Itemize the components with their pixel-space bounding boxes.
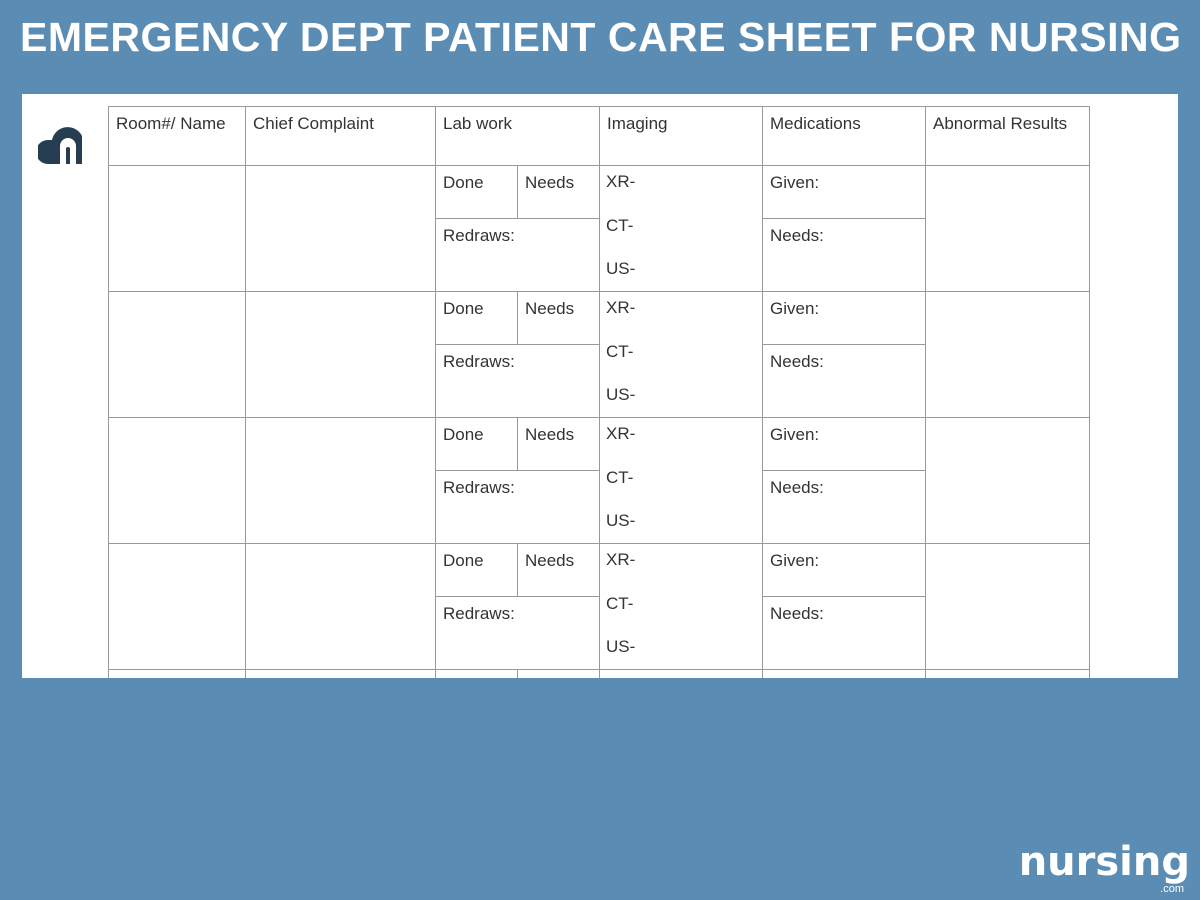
room-name-cell[interactable] — [108, 669, 246, 678]
imaging-xr-label: XR- — [606, 676, 635, 678]
lab-redraws-cell: Redraws: — [435, 470, 600, 544]
meds-given-cell: Given: — [762, 165, 926, 219]
room-name-cell[interactable] — [108, 417, 246, 544]
nursing-com-logo: nursing .com — [1019, 841, 1190, 896]
lab-redraws-cell: Redraws: — [435, 218, 600, 292]
lab-needs-cell: Needs — [517, 291, 600, 345]
meds-given-cell: Given: — [762, 543, 926, 597]
lab-needs-cell: Needs — [517, 543, 600, 597]
meds-needs-cell: Needs: — [762, 596, 926, 670]
imaging-ct-label: CT- — [606, 468, 634, 487]
imaging-xr-label: XR- — [606, 424, 636, 443]
abnormal-results-cell[interactable] — [925, 417, 1090, 544]
lab-done-cell: Done — [435, 669, 518, 678]
meds-given-cell: Given: — [762, 291, 926, 345]
nursing-logo-icon — [38, 127, 82, 164]
lab-done-cell: Done — [435, 291, 518, 345]
lab-needs-cell: Needs — [517, 669, 600, 678]
imaging-xr-label: XR- — [606, 172, 636, 191]
meds-needs-cell: Needs: — [762, 344, 926, 418]
abnormal-results-cell[interactable] — [925, 669, 1090, 678]
abnormal-results-cell[interactable] — [925, 543, 1090, 670]
imaging-ct-label: CT- — [606, 594, 634, 613]
page-title: EMERGENCY DEPT PATIENT CARE SHEET FOR NU… — [20, 14, 1182, 60]
room-name-cell[interactable] — [108, 543, 246, 670]
header-abnormal-results: Abnormal Results — [925, 106, 1090, 166]
imaging-ct-label: CT- — [606, 342, 634, 361]
lab-redraws-cell: Redraws: — [435, 596, 600, 670]
imaging-ct-label: CT- — [606, 216, 634, 235]
header-medications: Medications — [762, 106, 926, 166]
imaging-us-label: US- — [606, 385, 636, 404]
room-name-cell[interactable] — [108, 165, 246, 292]
imaging-us-label: US- — [606, 511, 636, 530]
header-lab-work: Lab work — [435, 106, 600, 166]
abnormal-results-cell[interactable] — [925, 165, 1090, 292]
lab-done-cell: Done — [435, 543, 518, 597]
lab-done-cell: Done — [435, 417, 518, 471]
imaging-us-label: US- — [606, 259, 636, 278]
meds-given-cell: Given: — [762, 417, 926, 471]
chief-complaint-cell[interactable] — [245, 165, 436, 292]
room-name-cell[interactable] — [108, 291, 246, 418]
meds-needs-cell: Needs: — [762, 218, 926, 292]
abnormal-results-cell[interactable] — [925, 291, 1090, 418]
chief-complaint-cell[interactable] — [245, 669, 436, 678]
imaging-us-label: US- — [606, 637, 636, 656]
chief-complaint-cell[interactable] — [245, 543, 436, 670]
header-chief-complaint: Chief Complaint — [245, 106, 436, 166]
lab-needs-cell: Needs — [517, 165, 600, 219]
chief-complaint-cell[interactable] — [245, 291, 436, 418]
header-imaging: Imaging — [599, 106, 763, 166]
imaging-xr-label: XR- — [606, 550, 636, 569]
chief-complaint-cell[interactable] — [245, 417, 436, 544]
meds-needs-cell: Needs: — [762, 470, 926, 544]
care-sheet-panel: Room#/ Name Chief Complaint Lab work Imagin… — [22, 94, 1178, 678]
header-room-name: Room#/ Name — [108, 106, 246, 166]
lab-redraws-cell: Redraws: — [435, 344, 600, 418]
lab-done-cell: Done — [435, 165, 518, 219]
brand-domain: .com — [1160, 883, 1184, 895]
imaging-xr-label: XR- — [606, 298, 636, 317]
brand-wordmark: nursing — [1018, 839, 1190, 885]
meds-given-cell: Given: — [762, 669, 926, 678]
lab-needs-cell: Needs — [517, 417, 600, 471]
